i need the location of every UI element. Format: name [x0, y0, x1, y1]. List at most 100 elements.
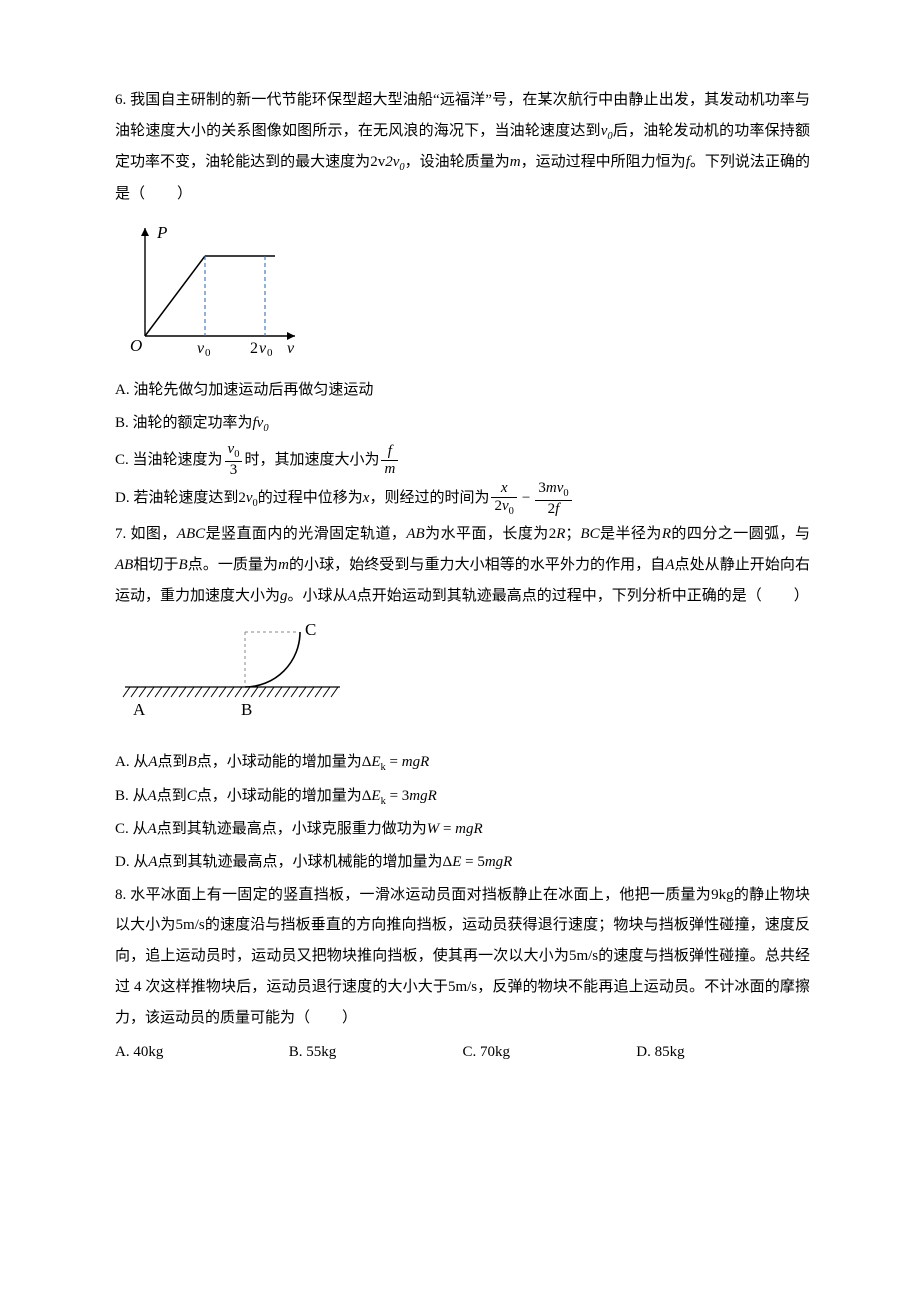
exam-page: 6. 我国自主研制的新一代节能环保型超大型油船“远福洋”号，在某次航行中由静止出… — [0, 0, 920, 1157]
svg-text:v: v — [259, 340, 267, 356]
q8-optD: D. 85kg — [636, 1037, 810, 1068]
q7-optB: B. 从A点到C点，小球动能的增加量为ΔEk = 3mgR — [115, 781, 810, 813]
q8-options: A. 40kg B. 55kg C. 70kg D. 85kg — [115, 1037, 810, 1068]
q8A-l: A. — [115, 1044, 133, 1060]
q6-optD-f1ds: 0 — [509, 506, 514, 517]
q8-blank — [310, 1010, 342, 1026]
q7-ab: AB — [406, 526, 424, 542]
q6-t6: ） — [177, 186, 192, 202]
q6-optC-frac2: fm — [381, 444, 398, 477]
q6-optB-t: B. 油轮的额定功率为 — [115, 415, 253, 431]
q6-optD-t3: ，则经过的时间为 — [369, 490, 489, 506]
q7A-2: 点到 — [158, 754, 188, 770]
q8D-l: D. — [636, 1044, 654, 1060]
q6-optD-f1: x2v0 — [491, 481, 516, 518]
q6-optC: C. 当油轮速度为v03时，其加速度大小为fm — [115, 442, 810, 479]
q7-t13: ） — [794, 588, 809, 604]
q8-optC: C. 70kg — [463, 1037, 637, 1068]
q7C-2: 点到其轨迹最高点，小球克服重力做功为 — [157, 821, 427, 837]
q6-optD-minus: − — [522, 490, 530, 506]
q7B-2: 点到 — [157, 788, 187, 804]
q8-number: 8. — [115, 887, 130, 903]
svg-text:C: C — [305, 620, 316, 639]
q7-t12: 点开始运动到其轨迹最高点的过程中，下列分析中正确的是（ — [357, 588, 762, 604]
q8-optB: B. 55kg — [289, 1037, 463, 1068]
q6-optC-f1d: 3 — [225, 461, 243, 478]
q7-t5: 是半径为 — [600, 526, 662, 542]
q8A-v: 40kg — [133, 1044, 163, 1060]
q6-2v0i: 2v — [385, 154, 399, 170]
q7-t1: 如图， — [130, 526, 176, 542]
q6-optB: B. 油轮的额定功率为fv0 — [115, 408, 810, 440]
q6-t4: ，运动过程中所阻力恒为 — [521, 154, 686, 170]
q6-2v0-main: 2v — [370, 154, 385, 170]
q6-optD-f1n: x — [491, 481, 516, 497]
svg-text:0: 0 — [205, 347, 211, 356]
q6-optB-fv-sub: 0 — [263, 423, 268, 434]
q7-bpt: B — [179, 557, 188, 573]
q8-9kg: 9kg — [711, 887, 734, 903]
q7-m: m — [278, 557, 289, 573]
q7B-eqs: k — [381, 796, 386, 807]
q7B-3: 点，小球动能的增加量为 — [197, 788, 362, 804]
q7-stem: 7. 如图，ABC是竖直面内的光滑固定轨道，AB为水平面，长度为2R；BC是半径… — [115, 519, 810, 611]
q7A-b: B — [188, 754, 197, 770]
q6-optC-f2n: f — [381, 444, 398, 460]
q6-optD-t1: D. 若油轮速度达到 — [115, 490, 238, 506]
q7B-eq: ΔEk = 3mgR — [362, 788, 437, 804]
q7C-1: C. 从 — [115, 821, 148, 837]
q7D-1: D. 从 — [115, 854, 148, 870]
q6-optB-fv: fv0 — [253, 415, 269, 431]
q8C-l: C. — [463, 1044, 481, 1060]
q7D-eq: ΔE = 5mgR — [443, 854, 513, 870]
q7C-a: A — [148, 821, 157, 837]
q6-number: 6. — [115, 92, 130, 108]
q7-apt2: A — [348, 588, 357, 604]
q8-t1: 水平冰面上有一固定的竖直挡板，一滑冰运动员面对挡板静止在冰面上，他把一质量为 — [130, 887, 711, 903]
svg-text:0: 0 — [267, 347, 273, 356]
q6-2v0: 2v — [370, 154, 385, 170]
q7B-a: A — [148, 788, 157, 804]
q8-stem: 8. 水平冰面上有一固定的竖直挡板，一滑冰运动员面对挡板静止在冰面上，他把一质量… — [115, 880, 810, 1034]
q7D-a: A — [148, 854, 157, 870]
q7-2r: 2R — [549, 526, 566, 542]
q7-optD: D. 从A点到其轨迹最高点，小球机械能的增加量为ΔE = 5mgR — [115, 847, 810, 878]
q7C-eq: W = mgR — [427, 821, 483, 837]
q7-t7: 相切于 — [133, 557, 178, 573]
q6-optD: D. 若油轮速度达到2v0的过程中位移为x，则经过的时间为x2v0−3mv02f — [115, 480, 810, 517]
q8-5ms2: 5m/s — [569, 948, 598, 964]
q7-t4: ； — [565, 526, 580, 542]
q7-abc: ABC — [177, 526, 205, 542]
q7-number: 7. — [115, 526, 130, 542]
q7-optA: A. 从A点到B点，小球动能的增加量为ΔEk = mgR — [115, 747, 810, 779]
q6-optD-f2ns: 0 — [563, 488, 568, 499]
q7A-1: A. 从 — [115, 754, 148, 770]
q7-t2: 是竖直面内的光滑固定轨道， — [205, 526, 406, 542]
q8C-v: 70kg — [480, 1044, 510, 1060]
q7-t6: 的四分之一圆弧，与 — [671, 526, 810, 542]
q8-5ms1: 5m/s — [176, 917, 205, 933]
q7-t11: 。小球从 — [288, 588, 348, 604]
q6-optC-t2: 时，其加速度大小为 — [244, 452, 379, 468]
q7A-a: A — [148, 754, 157, 770]
q7B-c: C — [187, 788, 197, 804]
q7-t8: 点。一质量为 — [188, 557, 278, 573]
q6-optC-frac1: v03 — [225, 442, 243, 479]
q7D-2: 点到其轨迹最高点，小球机械能的增加量为 — [158, 854, 443, 870]
q6-chart: P O v 0 2 v 0 v — [115, 216, 810, 368]
svg-text:B: B — [241, 700, 252, 719]
q8-optA: A. 40kg — [115, 1037, 289, 1068]
q6-optA: A. 油轮先做匀加速运动后再做匀速运动 — [115, 375, 810, 406]
q7A-3: 点，小球动能的增加量为 — [197, 754, 362, 770]
q6-stem: 6. 我国自主研制的新一代节能环保型超大型油船“远福洋”号，在某次航行中由静止出… — [115, 85, 810, 210]
q7B-1: B. 从 — [115, 788, 148, 804]
q8-t6: ） — [342, 1010, 357, 1026]
q7-blank — [762, 588, 794, 604]
q6-optD-f2: 3mv02f — [535, 481, 571, 518]
svg-text:O: O — [130, 336, 142, 355]
q7A-eqs: k — [381, 762, 386, 773]
q7-figure: A B C — [115, 617, 810, 739]
q6-m: m — [510, 154, 521, 170]
svg-text:P: P — [156, 223, 167, 242]
svg-text:2: 2 — [250, 340, 258, 356]
